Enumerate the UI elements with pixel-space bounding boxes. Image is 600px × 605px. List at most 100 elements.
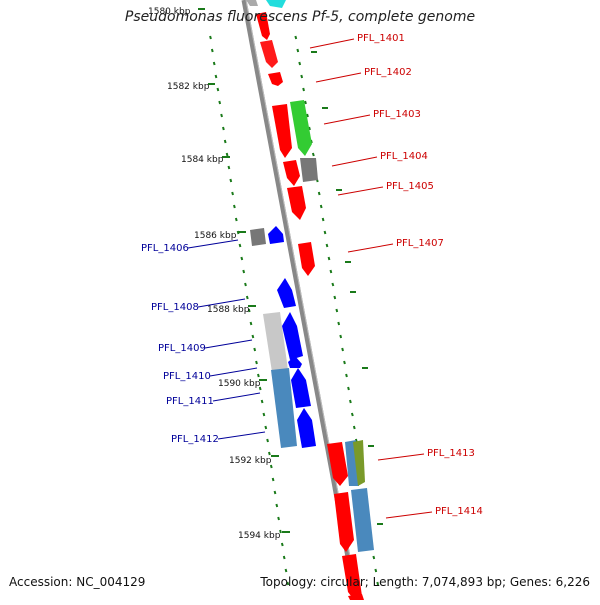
gene-pfl-1406-gray[interactable]: [250, 228, 266, 246]
tick-label-1586: 1586 kbp: [194, 231, 237, 241]
scale-dot-outer: [311, 152, 315, 157]
leader-pfl-1413: [377, 453, 425, 461]
gene-label-pfl-1402[interactable]: PFL_1402: [364, 67, 412, 78]
scale-dot-inner: [210, 48, 214, 53]
scale-dot-inner: [234, 217, 238, 222]
scale-dot-outer: [300, 74, 304, 79]
scale-dot-inner: [260, 399, 264, 404]
gene-pfl-1406[interactable]: [268, 226, 284, 244]
gene-pfl-1401[interactable]: [256, 12, 270, 40]
scale-dot-outer: [374, 568, 378, 573]
scale-dot-outer: [376, 581, 380, 586]
leader-pfl-1404: [331, 156, 378, 167]
scale-dot-inner: [282, 555, 286, 560]
tick-label-1592: 1592 kbp: [229, 456, 272, 466]
scale-dot-outer: [372, 555, 376, 560]
scale-dot-inner: [273, 490, 277, 495]
scale-dot-outer: [350, 412, 354, 417]
scale-dot-inner: [271, 477, 275, 482]
gene-label-pfl-1412[interactable]: PFL_1412: [171, 434, 219, 445]
scale-dot-inner: [244, 282, 247, 287]
gene-label-pfl-1403[interactable]: PFL_1403: [373, 109, 421, 120]
scale-dot-outer: [304, 100, 307, 105]
scale-dot-inner: [240, 256, 244, 261]
gene-label-pfl-1406[interactable]: PFL_1406: [141, 243, 189, 254]
gene-pfl-1411[interactable]: [291, 368, 311, 408]
gene-pfl-1403[interactable]: [272, 104, 292, 158]
gene-pfl-1404-red[interactable]: [283, 160, 300, 186]
scale-dot-inner: [275, 503, 279, 508]
leader-pfl-1408: [197, 298, 246, 308]
gene-pfl-1410[interactable]: [288, 356, 302, 368]
gene-pfl-1402[interactable]: [268, 72, 283, 86]
scale-dot-inner: [222, 126, 225, 131]
scale-dot-inner: [220, 113, 223, 118]
gene-label-pfl-1405[interactable]: PFL_1405: [386, 181, 434, 192]
gene-label-pfl-1409[interactable]: PFL_1409: [158, 343, 206, 354]
scale-dot-outer: [335, 308, 339, 313]
gene-pfl-1401b[interactable]: [260, 40, 278, 68]
scale-dot-inner: [269, 464, 273, 469]
gene-pfl-1408[interactable]: [277, 278, 296, 308]
gene-pfl-1409[interactable]: [282, 312, 303, 360]
gene-label-pfl-1407[interactable]: PFL_1407: [396, 238, 444, 249]
gene-pfl-1403-green[interactable]: [290, 100, 312, 156]
scale-dot-inner: [279, 529, 282, 534]
leader-pfl-1409: [204, 339, 253, 349]
scale-dot-outer: [323, 230, 327, 235]
leader-pfl-1411: [212, 392, 261, 402]
scale-dot-outer: [296, 48, 300, 53]
gene-label-pfl-1408[interactable]: PFL_1408: [151, 302, 199, 313]
scale-dot-outer: [298, 61, 302, 66]
scale-dot-outer: [294, 35, 298, 40]
gene-pfl-1412[interactable]: [297, 408, 316, 448]
scale-dot-outer: [341, 347, 344, 352]
gene-label-pfl-1401[interactable]: PFL_1401: [357, 33, 405, 44]
scale-dot-outer: [347, 386, 350, 391]
gene-label-pfl-1404[interactable]: PFL_1404: [380, 151, 428, 162]
feature-gray-top: [246, 0, 258, 6]
scale-dot-inner: [245, 295, 249, 300]
scale-dot-inner: [262, 412, 266, 417]
scale-dot-inner: [223, 139, 227, 144]
gene-pfl-1405[interactable]: [287, 186, 306, 220]
scale-dot-outer: [308, 126, 311, 131]
scale-dot-outer: [345, 373, 348, 378]
scale-dot-outer: [302, 87, 305, 92]
gene-label-pfl-1413[interactable]: PFL_1413: [427, 448, 475, 459]
gene-pfl-1409-gray[interactable]: [263, 312, 288, 372]
scale-dot-inner: [216, 87, 220, 92]
scale-dot-inner: [214, 74, 218, 79]
label-leader-lines: [187, 38, 433, 519]
kbp-ticks: 1580 kbp 1582 kbp 1584 kbp 1586 kbp 1588…: [148, 7, 290, 541]
gene-label-pfl-1410[interactable]: PFL_1410: [163, 371, 211, 382]
scale-dot-inner: [257, 373, 260, 378]
leader-pfl-1401: [309, 38, 355, 49]
gene-pfl-1413-red[interactable]: [327, 442, 348, 486]
scale-dot-outer: [325, 243, 329, 248]
gene-label-pfl-1414[interactable]: PFL_1414: [435, 506, 483, 517]
gene-pfl-1407[interactable]: [298, 242, 315, 276]
tick-label-1594: 1594 kbp: [238, 531, 281, 541]
gene-pfl-1410-steel[interactable]: [271, 368, 297, 448]
gene-pfl-1414-steel[interactable]: [351, 488, 374, 552]
leader-pfl-1402: [315, 72, 362, 83]
gene-pfl-1414-red[interactable]: [334, 492, 354, 552]
feature-red-bottom[interactable]: [348, 594, 364, 600]
gene-pfl-1404-gray[interactable]: [300, 158, 318, 182]
gene-label-pfl-1411[interactable]: PFL_1411: [166, 396, 214, 407]
scale-dot-inner: [251, 334, 255, 339]
features: [246, 0, 374, 600]
leader-pfl-1412: [217, 431, 266, 440]
scale-dot-outer: [352, 425, 356, 430]
gene-pfl-1413-olive[interactable]: [353, 440, 365, 486]
scale-dot-inner: [227, 165, 231, 170]
scale-dot-inner: [258, 386, 262, 391]
map-title: Pseudomonas fluorescens Pf-5, complete g…: [124, 9, 476, 25]
scale-dot-inner: [255, 360, 258, 365]
gene-pfl-1414b[interactable]: [342, 554, 362, 600]
accession-text: Accession: NC_004129: [9, 575, 146, 589]
scale-dot-outer: [319, 204, 323, 209]
